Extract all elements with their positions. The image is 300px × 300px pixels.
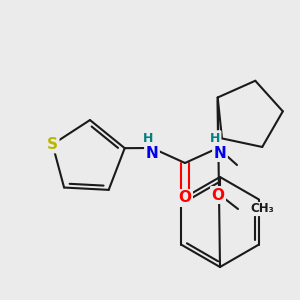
Text: H: H	[210, 131, 220, 145]
Text: N: N	[146, 146, 158, 160]
Text: S: S	[47, 137, 58, 152]
Text: O: O	[212, 188, 224, 202]
Text: CH₃: CH₃	[250, 202, 274, 215]
Text: O: O	[178, 190, 191, 206]
Text: N: N	[214, 146, 226, 160]
Text: H: H	[143, 131, 153, 145]
